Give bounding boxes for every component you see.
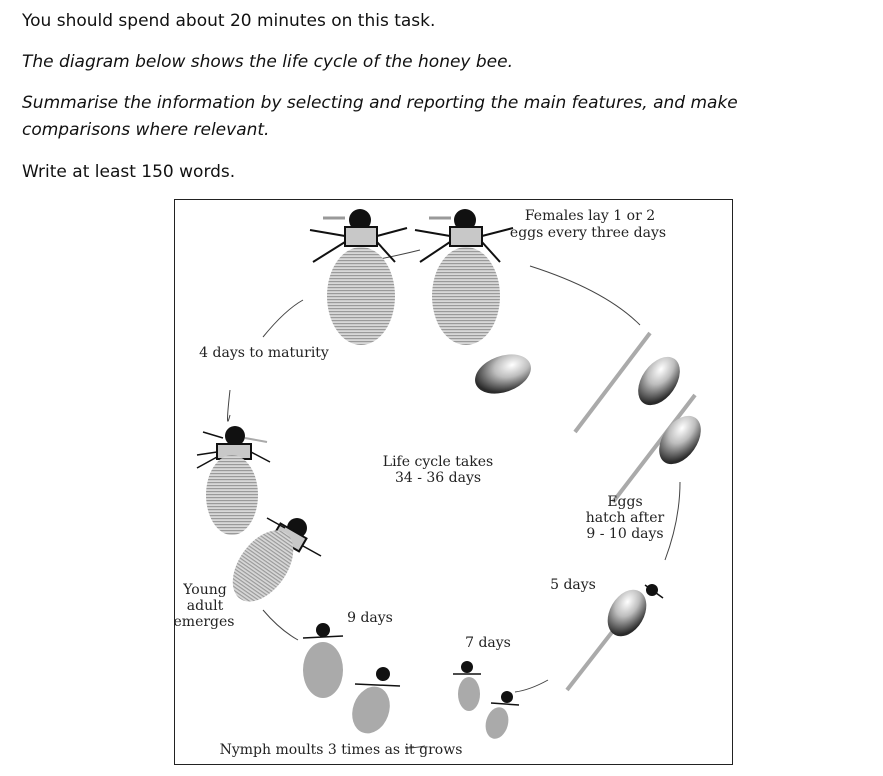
egg-laid	[475, 354, 531, 394]
cycle-arrows	[227, 249, 681, 749]
adult-bee-right	[414, 209, 514, 345]
adult-bee-left	[309, 209, 408, 345]
label-young-line3: emerges	[175, 614, 234, 630]
word-count-instruction: Write at least 150 words.	[22, 162, 236, 182]
nymph-1	[302, 623, 344, 698]
label-nymph: Nymph moults 3 times as it grows	[220, 742, 463, 758]
egg-on-comb-1	[573, 331, 680, 434]
young-adult-bee	[196, 426, 271, 535]
label-females-lay-line1: Females lay 1 or 2	[525, 208, 655, 224]
label-five-days: 5 days	[550, 577, 596, 593]
label-seven-days: 7 days	[465, 635, 511, 651]
label-maturity: 4 days to maturity	[199, 345, 329, 361]
label-females-lay-line2: eggs every three days	[510, 225, 666, 241]
time-instruction: You should spend about 20 minutes on thi…	[22, 11, 436, 31]
life-cycle-diagram: Females lay 1 or 2 eggs every three days…	[174, 199, 733, 765]
egg-on-comb-2	[611, 393, 701, 504]
label-eggs-line2: hatch after	[586, 510, 665, 526]
label-eggs-line1: Eggs	[607, 494, 642, 510]
label-cycle-line2: 34 - 36 days	[395, 470, 481, 486]
label-eggs-line3: 9 - 10 days	[586, 526, 663, 542]
nymph-3	[453, 661, 481, 711]
summary-instruction-line1: Summarise the information by selecting a…	[22, 93, 738, 113]
label-young-line2: adult	[187, 598, 224, 614]
emerging-bee	[232, 517, 322, 602]
label-young-line1: Young	[182, 582, 226, 598]
nymph-4	[485, 691, 520, 739]
label-cycle-line1: Life cycle takes	[383, 454, 493, 470]
diagram-canvas: Females lay 1 or 2 eggs every three days…	[175, 208, 701, 758]
diagram-intro: The diagram below shows the life cycle o…	[22, 52, 514, 72]
nymph-2	[352, 667, 401, 734]
label-nine-days: 9 days	[347, 610, 393, 626]
hatching-egg	[565, 584, 664, 692]
summary-instruction-line2: comparisons where relevant.	[22, 120, 270, 140]
